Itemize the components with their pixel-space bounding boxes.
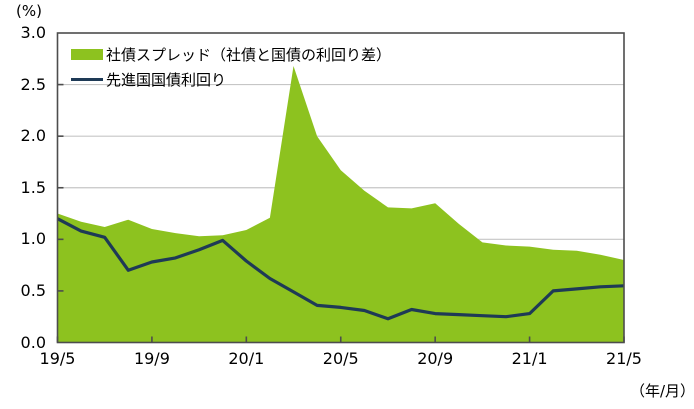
x-tick-label: 20/5: [322, 348, 359, 368]
y-tick-label: 1.5: [20, 177, 46, 197]
legend-label-spread: 社債スプレッド（社債と国債の利回り差）: [106, 45, 392, 64]
y-tick-label: 2.5: [20, 74, 46, 94]
y-tick-label: 2.0: [20, 126, 46, 146]
yield-line-series: [56, 217, 625, 321]
x-tick-label: 21/1: [511, 348, 548, 368]
legend-label-yield: 先進国国債利回り: [106, 70, 227, 89]
y-tick-label: 0.0: [20, 332, 46, 352]
legend-area-swatch-icon: [71, 49, 103, 60]
y-axis-unit-label: (%): [16, 2, 42, 20]
x-tick-label: 20/1: [228, 348, 265, 368]
legend-line-swatch-icon: [71, 77, 103, 82]
x-tick-label: 19/5: [39, 348, 76, 368]
y-tick-label: 0.5: [20, 280, 46, 300]
chart-legend: 社債スプレッド（社債と国債の利回り差） 先進国国債利回り: [71, 42, 391, 92]
x-axis-unit-label: （年/月）: [630, 382, 694, 400]
spread-area-series: [57, 66, 624, 343]
x-tick-label: 21/5: [606, 348, 642, 368]
y-tick-label: 3.0: [20, 23, 46, 42]
x-tick-label: 20/9: [417, 348, 454, 368]
legend-item-yield: 先進国国債利回り: [71, 67, 391, 92]
legend-item-spread: 社債スプレッド（社債と国債の利回り差）: [71, 42, 391, 67]
y-tick-label: 1.0: [20, 229, 46, 249]
x-tick-label: 19/9: [133, 348, 170, 368]
